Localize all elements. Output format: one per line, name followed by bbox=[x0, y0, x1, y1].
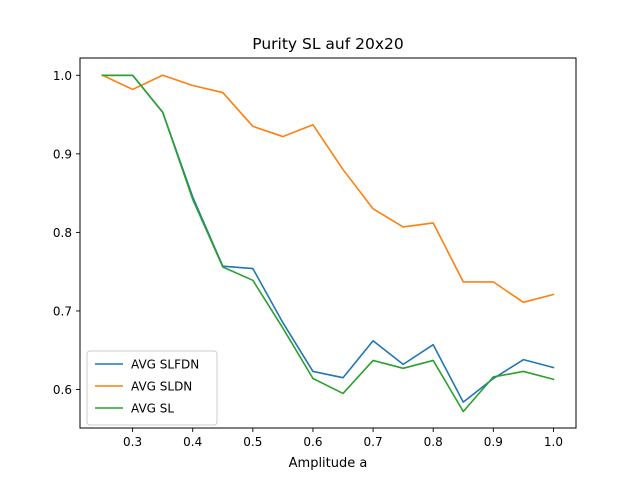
x-axis-ticks: 0.3 0.4 0.5 0.6 0.7 0.8 0.9 1.0 bbox=[123, 428, 563, 449]
legend-label: AVG SL bbox=[131, 402, 174, 416]
series-line-2 bbox=[101, 74, 555, 304]
x-tick-label: 0.7 bbox=[364, 435, 383, 449]
y-tick-label: 0.8 bbox=[53, 226, 72, 240]
series-line-3 bbox=[101, 74, 555, 413]
series-lines bbox=[101, 74, 555, 413]
x-tick-label: 0.9 bbox=[484, 435, 503, 449]
x-tick-label: 0.6 bbox=[303, 435, 322, 449]
x-axis-label: Amplitude a bbox=[289, 456, 368, 471]
legend-box bbox=[86, 350, 218, 426]
y-tick-label: 0.7 bbox=[53, 304, 72, 318]
plot-frame bbox=[79, 57, 577, 429]
legend: AVG SLFDN AVG SLDN AVG SL bbox=[86, 350, 218, 426]
x-tick-label: 0.8 bbox=[424, 435, 443, 449]
legend-label: AVG SLFDN bbox=[131, 358, 199, 372]
x-tick-label: 0.5 bbox=[243, 435, 262, 449]
y-tick-label: 0.6 bbox=[53, 383, 72, 397]
y-tick-label: 1.0 bbox=[53, 69, 72, 83]
chart-title: Purity SL auf 20x20 bbox=[252, 35, 403, 53]
x-tick-label: 0.4 bbox=[183, 435, 202, 449]
y-axis-ticks: 0.6 0.7 0.8 0.9 1.0 bbox=[53, 69, 80, 397]
x-tick-label: 1.0 bbox=[544, 435, 563, 449]
y-tick-label: 0.9 bbox=[53, 147, 72, 161]
x-tick-label: 0.3 bbox=[123, 435, 142, 449]
legend-label: AVG SLDN bbox=[131, 380, 192, 394]
